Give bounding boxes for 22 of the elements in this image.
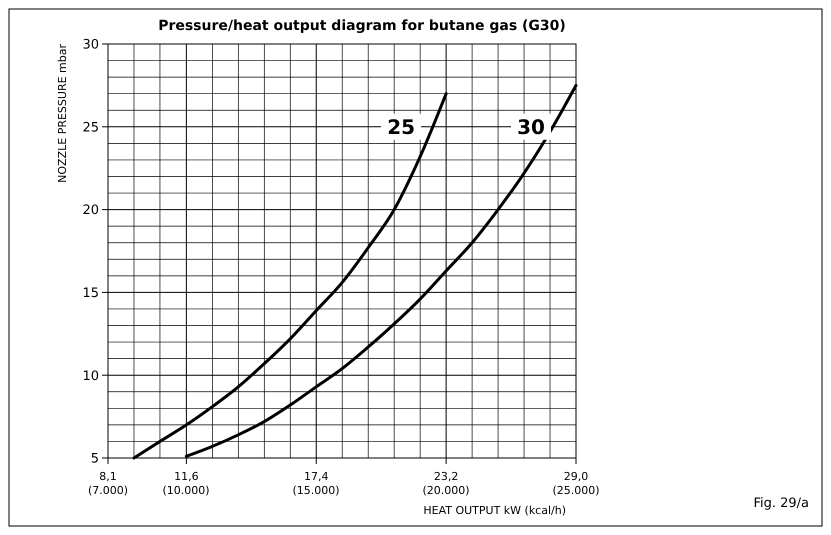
y-tick-label: 5	[90, 452, 99, 467]
y-tick-label: 25	[82, 120, 99, 136]
x2-tick-label: (15.000)	[292, 484, 340, 497]
x2-tick-label: (10.000)	[162, 484, 210, 497]
y-tick-label: 30	[82, 38, 99, 53]
series-label: 30	[517, 114, 545, 139]
x2-tick-label: (7.000)	[88, 484, 128, 497]
y-tick-label: 10	[82, 368, 99, 384]
y-axis-title: NOZZLE PRESSURE mbar	[56, 44, 69, 183]
x2-tick-label: (25.000)	[552, 484, 600, 497]
chart-title: Pressure/heat output diagram for butane gas (G30)	[158, 18, 566, 34]
x-tick-label: 23,2	[434, 470, 458, 483]
x-tick-label: 17,4	[304, 470, 328, 483]
x-tick-label: 29,0	[564, 470, 588, 483]
x-tick-label: 11,6	[174, 470, 199, 483]
series-label: 25	[387, 114, 416, 139]
x-axis-title: HEAT OUTPUT kW (kcal/h)	[423, 504, 566, 517]
caption: Fig. 29/a	[753, 496, 809, 511]
x2-tick-label: (20.000)	[422, 484, 470, 497]
y-tick-label: 20	[82, 203, 99, 218]
x-tick-label: 8,1	[99, 470, 117, 483]
y-tick-label: 15	[82, 286, 99, 301]
